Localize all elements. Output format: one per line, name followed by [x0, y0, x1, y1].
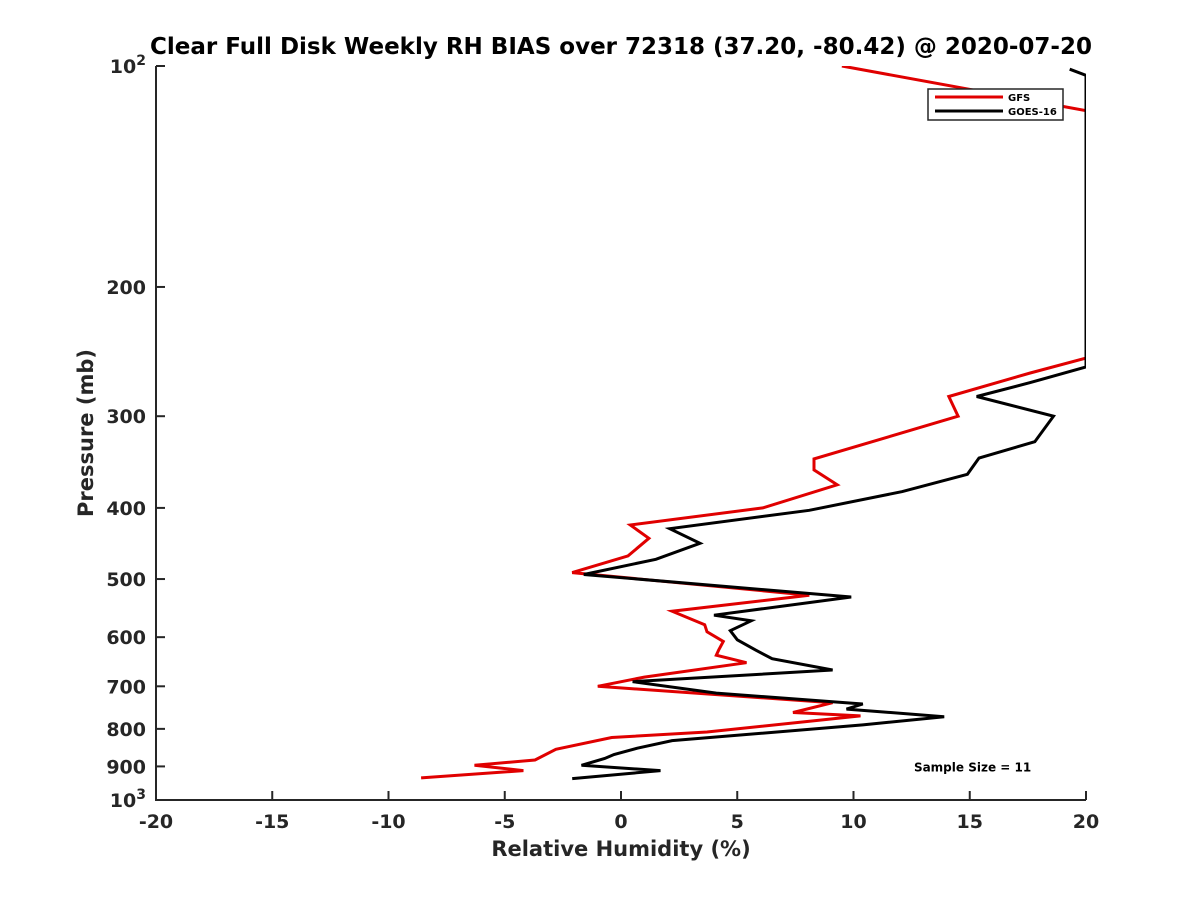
x-tick-label: -15: [255, 811, 289, 833]
x-axis-label: Relative Humidity (%): [491, 837, 750, 861]
y-tick-label: 600: [106, 627, 146, 649]
series-line-goes-16: [572, 67, 1086, 781]
sample-size-annotation: Sample Size = 11: [914, 760, 1031, 774]
y-tick-label: 500: [106, 569, 146, 591]
y-tick-label: 300: [106, 406, 146, 428]
y-tick-label: 200: [106, 277, 146, 299]
chart-title: Clear Full Disk Weekly RH BIAS over 7231…: [150, 34, 1092, 60]
x-tick-label: -5: [494, 811, 515, 833]
x-tick-label: 10: [840, 811, 866, 833]
legend-box: [927, 88, 1064, 121]
plot-lines: [420, 66, 1086, 781]
legend: GFS GOES-16: [927, 88, 1064, 121]
y-tick-label: 102: [110, 53, 146, 78]
y-tick-label: 103: [110, 787, 146, 812]
legend-label: GOES-16: [1008, 107, 1057, 118]
y-tick-label: 800: [106, 719, 146, 741]
legend-label: GFS: [1008, 93, 1030, 104]
series-line-gfs: [420, 66, 1086, 780]
y-tick-label: 900: [106, 756, 146, 778]
x-tick-label: -20: [139, 811, 173, 833]
x-tick-label: 5: [731, 811, 744, 833]
y-tick-label: 700: [106, 676, 146, 698]
axes: -20 -15 -10 -5 0 5 10 15 20 102 200 300 400 500 600 700…: [106, 53, 1099, 833]
y-axis-label: Pressure (mb): [74, 349, 98, 517]
annotations: Sample Size = 11: [914, 760, 1031, 774]
x-tick-label: 0: [614, 811, 627, 833]
x-tick-label: -10: [371, 811, 405, 833]
x-tick-label: 15: [957, 811, 983, 833]
y-tick-label: 400: [106, 498, 146, 520]
x-tick-label: 20: [1073, 811, 1099, 833]
